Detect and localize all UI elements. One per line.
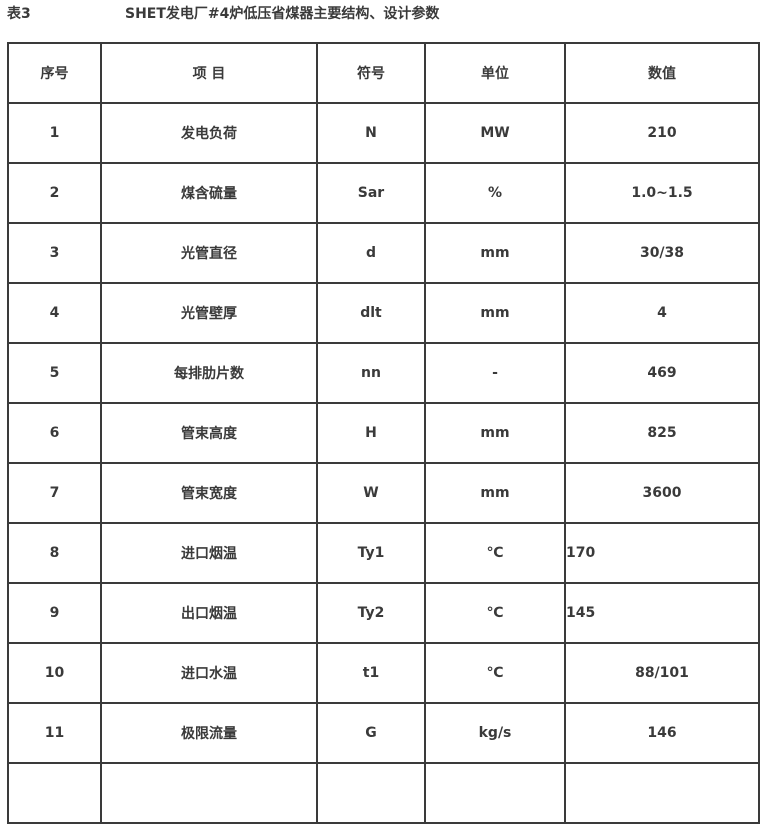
value-cell: 1.0~1.5 (564, 162, 760, 224)
empty-cell (424, 762, 566, 824)
symbol-cell: W (316, 462, 426, 524)
table-row: 2 煤含硫量 Sar% 1.0~1.5 (7, 162, 760, 224)
value-cell: 30/38 (564, 222, 760, 284)
unit-cell: mm (424, 402, 566, 464)
unit-cell: kg/s (424, 702, 566, 764)
index-cell: 4 (7, 282, 102, 344)
index-cell: 1 (7, 102, 102, 164)
unit-cell: ℃ (424, 582, 566, 644)
unit-cell: ℃ (424, 642, 566, 704)
unit-cell: MW (424, 102, 566, 164)
symbol-cell: N (316, 102, 426, 164)
value-cell: 825 (564, 402, 760, 464)
symbol-cell: d (316, 222, 426, 284)
table-row: 3 光管直径 d mm 30/38 (7, 222, 760, 284)
item-cell: 出口烟温 (100, 582, 318, 644)
item-cell: 管束宽度 (100, 462, 318, 524)
unit-cell: - (424, 342, 566, 404)
symbol-cell: Sar (316, 162, 426, 224)
index-cell: 6 (7, 402, 102, 464)
header-cell: 项 目 (100, 42, 318, 104)
table-row: 8 进口烟温 Ty1 ℃ 170 (7, 522, 760, 584)
table-row: 9 出口烟温 Ty2 ℃ 145 (7, 582, 760, 644)
value-cell: 469 (564, 342, 760, 404)
symbol-cell: t1 (316, 642, 426, 704)
table-row: 5 每排肋片数 nn -469 (7, 342, 760, 404)
index-cell: 3 (7, 222, 102, 284)
table-row-partial (7, 762, 760, 824)
item-cell: 进口烟温 (100, 522, 318, 584)
unit-cell: % (424, 162, 566, 224)
parameters-table: 序号 项 目 符号 单位 数值 1 发电负荷 N MW 210 2 煤含硫量 Sar% 1.0~… (7, 42, 760, 824)
index-cell: 5 (7, 342, 102, 404)
value-cell: 210 (564, 102, 760, 164)
header-cell: 符号 (316, 42, 426, 104)
table-title: SHET发电厂#4炉低压省煤器主要结构、设计参数 (125, 6, 440, 22)
symbol-cell: G (316, 702, 426, 764)
item-cell: 光管壁厚 (100, 282, 318, 344)
symbol-cell: dlt (316, 282, 426, 344)
table-number: 表3 (7, 6, 31, 22)
unit-cell: mm (424, 222, 566, 284)
index-cell: 11 (7, 702, 102, 764)
index-cell: 7 (7, 462, 102, 524)
table-row: 10 进口水温 t1 ℃ 88/101 (7, 642, 760, 704)
item-cell: 进口水温 (100, 642, 318, 704)
header-row: 序号 项 目 符号 单位 数值 (7, 42, 760, 104)
index-cell: 10 (7, 642, 102, 704)
header-cell: 数值 (564, 42, 760, 104)
symbol-cell: nn (316, 342, 426, 404)
item-cell: 管束高度 (100, 402, 318, 464)
unit-cell: mm (424, 282, 566, 344)
empty-cell (316, 762, 426, 824)
table-row: 1 发电负荷 N MW 210 (7, 102, 760, 164)
value-cell: 146 (564, 702, 760, 764)
item-cell: 每排肋片数 (100, 342, 318, 404)
header-cell: 序号 (7, 42, 102, 104)
symbol-cell: Ty1 (316, 522, 426, 584)
item-cell: 光管直径 (100, 222, 318, 284)
index-cell: 9 (7, 582, 102, 644)
value-cell: 88/101 (564, 642, 760, 704)
value-cell: 170 (564, 522, 760, 584)
table-row: 4 光管壁厚 dlt mm 4 (7, 282, 760, 344)
item-cell: 煤含硫量 (100, 162, 318, 224)
empty-cell (564, 762, 760, 824)
item-cell: 极限流量 (100, 702, 318, 764)
index-cell: 2 (7, 162, 102, 224)
value-cell: 4 (564, 282, 760, 344)
index-cell: 8 (7, 522, 102, 584)
empty-cell (7, 762, 102, 824)
value-cell: 3600 (564, 462, 760, 524)
item-cell: 发电负荷 (100, 102, 318, 164)
value-cell: 145 (564, 582, 760, 644)
header-cell: 单位 (424, 42, 566, 104)
unit-cell: mm (424, 462, 566, 524)
empty-cell (100, 762, 318, 824)
symbol-cell: Ty2 (316, 582, 426, 644)
symbol-cell: H (316, 402, 426, 464)
unit-cell: ℃ (424, 522, 566, 584)
